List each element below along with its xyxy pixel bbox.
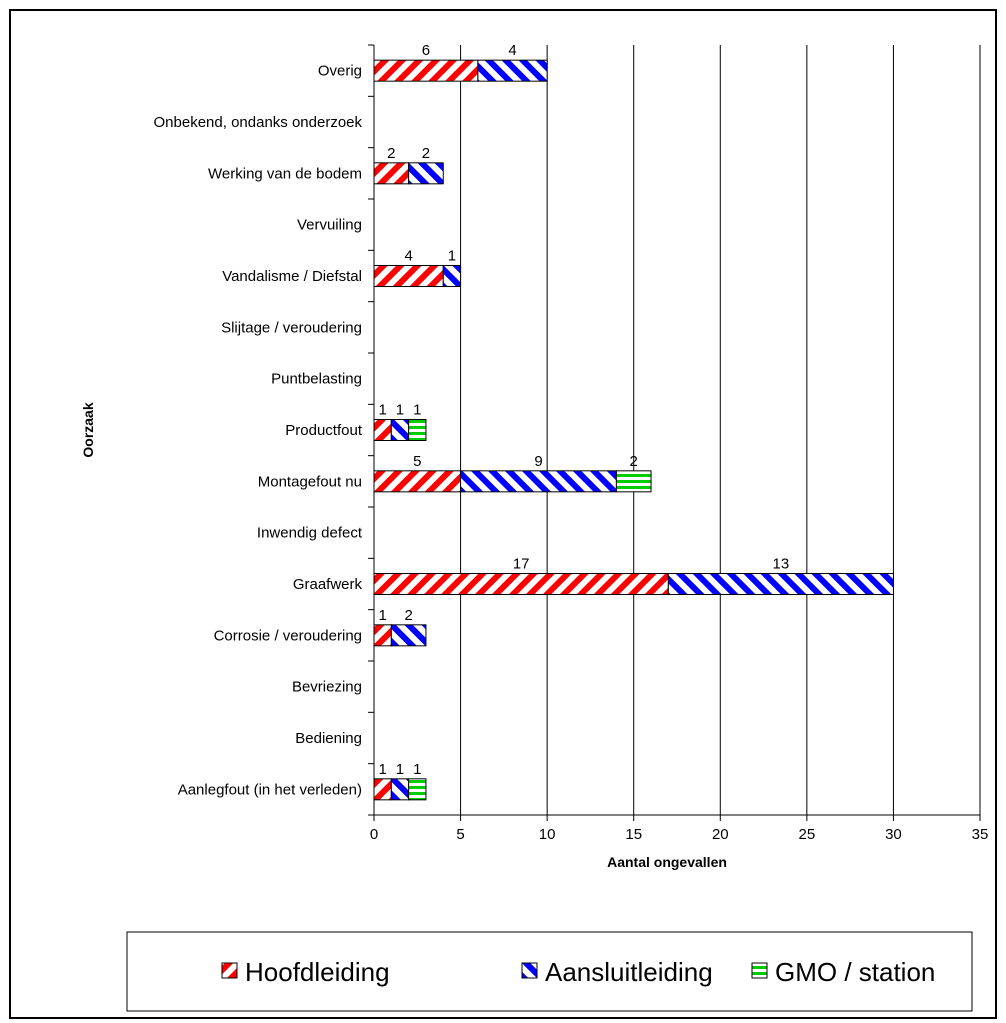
x-tick-label-35: 35	[972, 826, 989, 843]
bar-hoofdleiding	[373, 419, 392, 441]
data-label: 5	[413, 453, 421, 470]
data-label: 9	[534, 453, 542, 470]
x-tick-label-5: 5	[456, 826, 464, 843]
bar-aansluitleiding	[477, 59, 548, 82]
outer-border	[9, 9, 997, 1019]
bar-hoofdleiding	[373, 573, 669, 595]
data-labels: 6 42 24 11 1 15 9 217 131 21 1 1	[378, 42, 789, 778]
data-label: 1	[413, 402, 421, 419]
data-label: 1	[378, 402, 386, 419]
legend-swatch-aansluitleiding	[521, 962, 538, 979]
bar-aansluitleiding	[460, 470, 617, 493]
category-label: Onbekend, ondanks onderzoek	[154, 114, 363, 131]
data-label: 2	[387, 145, 395, 162]
x-axis-title: Aantal ongevallen	[607, 854, 727, 870]
bar-hoofdleiding	[373, 470, 462, 493]
bar-gmo-station	[408, 419, 427, 441]
category-label: Vervuiling	[297, 217, 362, 234]
bar-gmo-station	[615, 470, 652, 493]
bar-hoofdleiding	[373, 778, 392, 801]
category-label: Aanlegfout (in het verleden)	[178, 781, 362, 798]
x-tick-label-15: 15	[625, 826, 642, 843]
data-label: 4	[404, 248, 412, 265]
data-label: 17	[513, 556, 530, 573]
data-label: 1	[378, 607, 386, 624]
category-label: Bediening	[295, 730, 362, 747]
tick-labels: 0 5 10 15 20 25 30 35	[370, 826, 989, 843]
x-tick-label-10: 10	[539, 826, 556, 843]
category-label: Bevriezing	[292, 679, 362, 696]
bar-aansluitleiding	[390, 778, 410, 801]
legend-box	[126, 931, 973, 1012]
x-tick-label-0: 0	[370, 826, 378, 843]
data-label: 4	[508, 42, 516, 59]
category-label: Corrosie / veroudering	[214, 627, 362, 644]
data-label: 6	[422, 42, 430, 59]
category-labels: Overig Onbekend, ondanks onderzoek Werking…	[154, 63, 363, 799]
x-tick-label-30: 30	[885, 826, 902, 843]
legend-label-gmo-station: GMO / station	[775, 957, 935, 987]
category-label: Slijtage / veroudering	[221, 319, 362, 336]
bar-aansluitleiding	[390, 419, 410, 441]
y-axis-title: Oorzaak	[80, 402, 96, 457]
data-label: 2	[404, 607, 412, 624]
bar-aansluitleiding	[667, 573, 894, 595]
category-label: Montagefout nu	[258, 473, 362, 490]
legend-swatch-hoofdleiding	[221, 962, 238, 979]
legend: Hoofdleiding Aansluitleiding GMO / station	[221, 957, 935, 987]
data-label: 1	[413, 761, 421, 778]
data-label: 1	[396, 402, 404, 419]
data-label: 1	[448, 248, 456, 265]
bars	[373, 59, 894, 801]
bar-hoofdleiding	[373, 265, 444, 287]
bar-aansluitleiding	[390, 624, 427, 647]
legend-label-hoofdleiding: Hoofdleiding	[245, 957, 390, 987]
x-tick-label-25: 25	[799, 826, 816, 843]
category-label: Vandalisme / Diefstal	[222, 268, 362, 285]
category-label: Puntbelasting	[271, 371, 362, 388]
x-tick-label-20: 20	[712, 826, 729, 843]
bar-gmo-station	[408, 778, 427, 801]
legend-swatch-gmo-station	[751, 962, 768, 979]
bar-hoofdleiding	[373, 59, 479, 82]
bar-hoofdleiding	[373, 162, 410, 185]
bar-aansluitleiding	[408, 162, 444, 185]
data-label: 2	[422, 145, 430, 162]
category-label: Graafwerk	[293, 576, 363, 593]
axes	[368, 44, 981, 821]
data-label: 1	[396, 761, 404, 778]
legend-label-aansluitleiding: Aansluitleiding	[545, 957, 713, 987]
bar-hoofdleiding	[373, 624, 392, 647]
data-label: 13	[773, 556, 790, 573]
category-label: Inwendig defect	[257, 525, 363, 542]
data-label: 1	[378, 761, 386, 778]
bar-aansluitleiding	[442, 265, 462, 287]
category-label: Productfout	[285, 422, 363, 439]
category-label: Overig	[318, 63, 362, 80]
data-label: 2	[630, 453, 638, 470]
category-label: Werking van de bodem	[208, 165, 362, 182]
gridlines	[460, 45, 981, 815]
